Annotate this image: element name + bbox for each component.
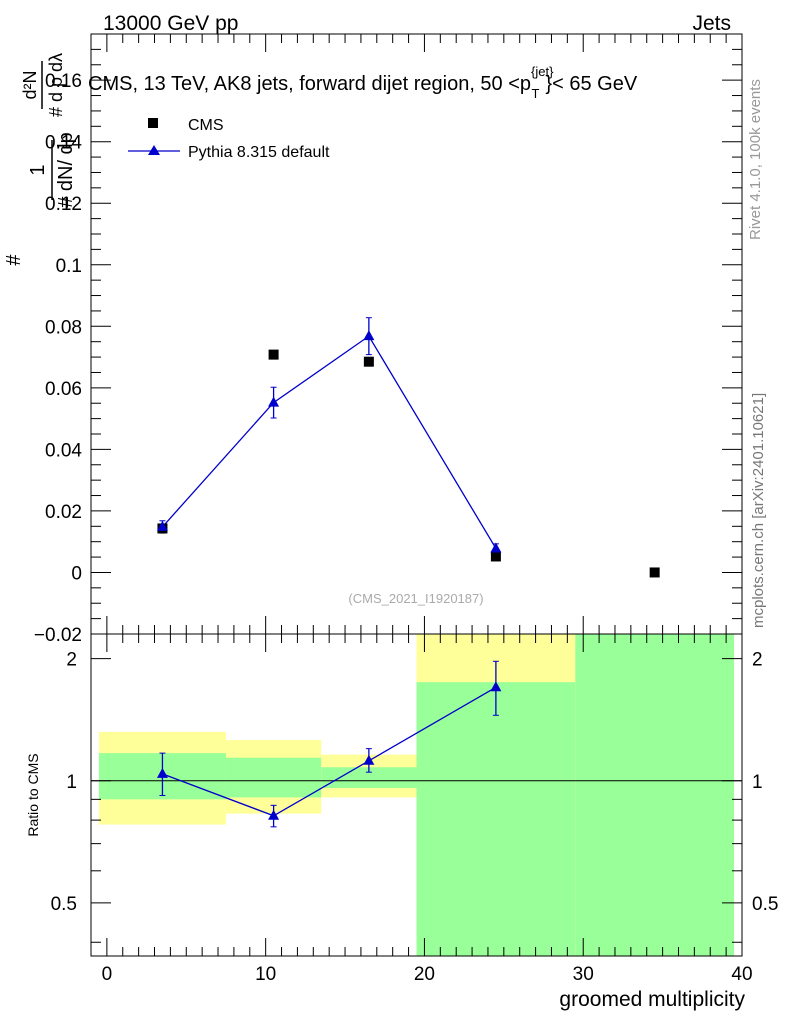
main-ytick-label: 0.04 (45, 440, 82, 461)
legend-cms-label: CMS (188, 117, 224, 134)
pythia-point (268, 396, 280, 407)
xtick-label: 0 (102, 964, 113, 985)
category-label: Jets (692, 12, 731, 35)
main-ytick-label: 0 (71, 563, 82, 584)
ratio-band-green (225, 757, 322, 798)
main-ytick-label: 0.08 (45, 317, 82, 338)
pythia-line (161, 335, 497, 549)
xtick-label: 40 (731, 964, 752, 985)
ratio-point (268, 809, 280, 820)
legend-cms-marker (148, 118, 158, 128)
ratio-point (490, 681, 502, 692)
ratio-ytick-label: 1 (66, 772, 77, 793)
rivet-label: Rivet 4.1.0, 100k events (747, 79, 764, 240)
ratio-y-axis-label: Ratio to CMS (25, 753, 41, 836)
legend-pythia-marker (148, 145, 160, 155)
main-ytick-label: 0.06 (45, 379, 82, 400)
cms-point (268, 349, 279, 360)
main-y-axis-label-fraction: d²N # d p dλ (20, 53, 66, 117)
ratio-ytick-label-right: 1 (752, 772, 763, 793)
cms-point (363, 356, 374, 367)
ratio-panel: 0.5 0.5 1 1 2 2 0 10 20 30 40 Ratio to CMS groome… (25, 633, 778, 1011)
ratio-point (156, 767, 168, 778)
svg-text:d²N: d²N (20, 70, 40, 99)
cms-point (649, 567, 660, 578)
legend: CMS Pythia 8.315 default (128, 117, 330, 161)
main-ytick-label: 0.14 (45, 133, 82, 154)
main-panel: −0.02 0 0.02 0.04 0.06 0.08 0.1 0.12 0.14 0.16 CM… (3, 33, 743, 646)
ratio-band-green (416, 682, 576, 956)
svg-text:#: # (3, 254, 25, 266)
main-ytick-label: −0.02 (34, 625, 82, 646)
main-ytick-label: 0.16 (45, 71, 82, 92)
main-ytick-label: 0.1 (56, 256, 82, 277)
ratio-band-green (575, 634, 735, 956)
ratio-ytick-label: 2 (66, 650, 77, 671)
x-axis-label: groomed multiplicity (559, 988, 745, 1011)
ratio-band-green (321, 767, 417, 788)
pythia-point (363, 330, 375, 341)
svg-text:1: 1 (27, 164, 49, 175)
pythia-point (156, 520, 168, 531)
main-y-axis-label-secondary: # (3, 254, 25, 266)
xtick-label: 30 (573, 964, 594, 985)
main-y-axis-label: 1 # dN/ dp (27, 132, 77, 208)
cms-point (490, 551, 501, 562)
ratio-frame (90, 633, 743, 957)
energy-label: 13000 GeV pp (103, 12, 238, 35)
main-title: CMS, 13 TeV, AK8 jets, forward dijet reg… (88, 64, 638, 101)
svg-text:# dN/ dp: # dN/ dp (55, 132, 77, 208)
xtick-label: 20 (414, 964, 435, 985)
ratio-ytick-label-right: 2 (752, 650, 763, 671)
ratio-ytick-label: 0.5 (51, 894, 77, 915)
main-ytick-label: 0.02 (45, 502, 82, 523)
ratio-line (162, 686, 497, 817)
pythia-point (490, 542, 502, 553)
legend-pythia-label: Pythia 8.315 default (188, 144, 330, 161)
ratio-ytick-label-right: 0.5 (752, 894, 778, 915)
analysis-id: (CMS_2021_I1920187) (348, 591, 483, 606)
main-ytick-label: 0.12 (45, 194, 82, 215)
ratio-point (363, 754, 375, 765)
xtick-label: 10 (255, 964, 276, 985)
mcplots-label: mcplots.cern.ch [arXiv:2401.10621] (750, 393, 767, 628)
svg-text:# d p dλ: # d p dλ (46, 53, 66, 117)
